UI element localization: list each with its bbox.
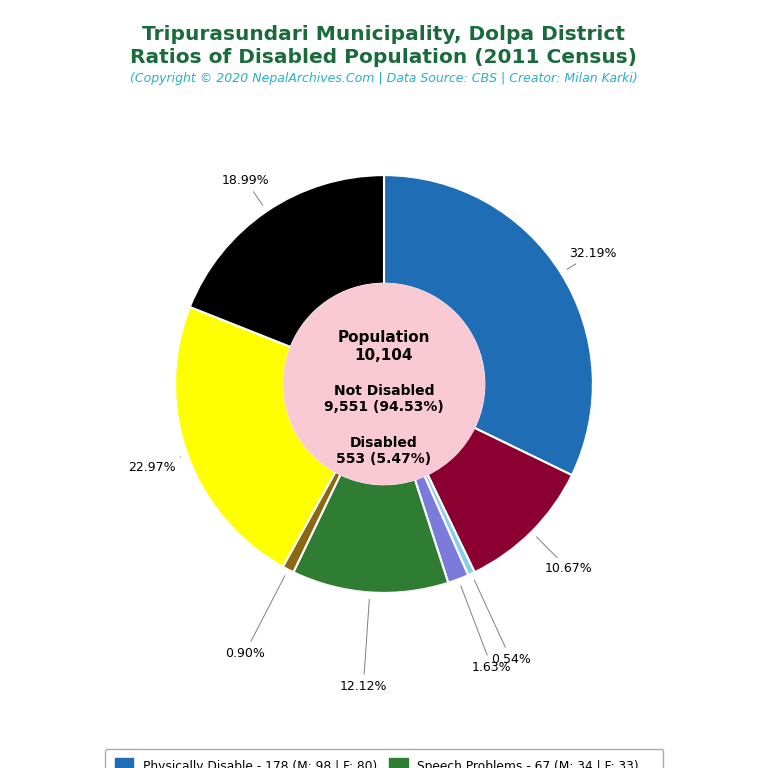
Wedge shape: [190, 175, 384, 347]
Text: (Copyright © 2020 NepalArchives.Com | Data Source: CBS | Creator: Milan Karki): (Copyright © 2020 NepalArchives.Com | Da…: [130, 72, 638, 85]
Wedge shape: [384, 175, 593, 475]
Text: Not Disabled
9,551 (94.53%): Not Disabled 9,551 (94.53%): [324, 383, 444, 414]
Text: Tripurasundari Municipality, Dolpa District: Tripurasundari Municipality, Dolpa Distr…: [143, 25, 625, 44]
Text: 0.54%: 0.54%: [475, 580, 531, 666]
Wedge shape: [428, 428, 572, 572]
Text: 18.99%: 18.99%: [222, 174, 270, 205]
Wedge shape: [293, 475, 449, 593]
Text: Disabled
553 (5.47%): Disabled 553 (5.47%): [336, 435, 432, 466]
Text: 1.63%: 1.63%: [461, 586, 511, 674]
Text: 32.19%: 32.19%: [567, 247, 617, 270]
Text: 12.12%: 12.12%: [339, 599, 387, 693]
Text: 22.97%: 22.97%: [128, 457, 180, 474]
Text: 10.67%: 10.67%: [536, 537, 592, 575]
Text: Population
10,104: Population 10,104: [338, 330, 430, 362]
Wedge shape: [425, 475, 475, 575]
Wedge shape: [283, 472, 340, 572]
Circle shape: [283, 283, 485, 485]
Text: 0.90%: 0.90%: [225, 576, 285, 660]
Text: Ratios of Disabled Population (2011 Census): Ratios of Disabled Population (2011 Cens…: [131, 48, 637, 67]
Legend: Physically Disable - 178 (M: 98 | F: 80), Blind Only - 105 (M: 47 | F: 58), Deaf: Physically Disable - 178 (M: 98 | F: 80)…: [105, 749, 663, 768]
Wedge shape: [415, 475, 468, 583]
Wedge shape: [175, 307, 336, 567]
